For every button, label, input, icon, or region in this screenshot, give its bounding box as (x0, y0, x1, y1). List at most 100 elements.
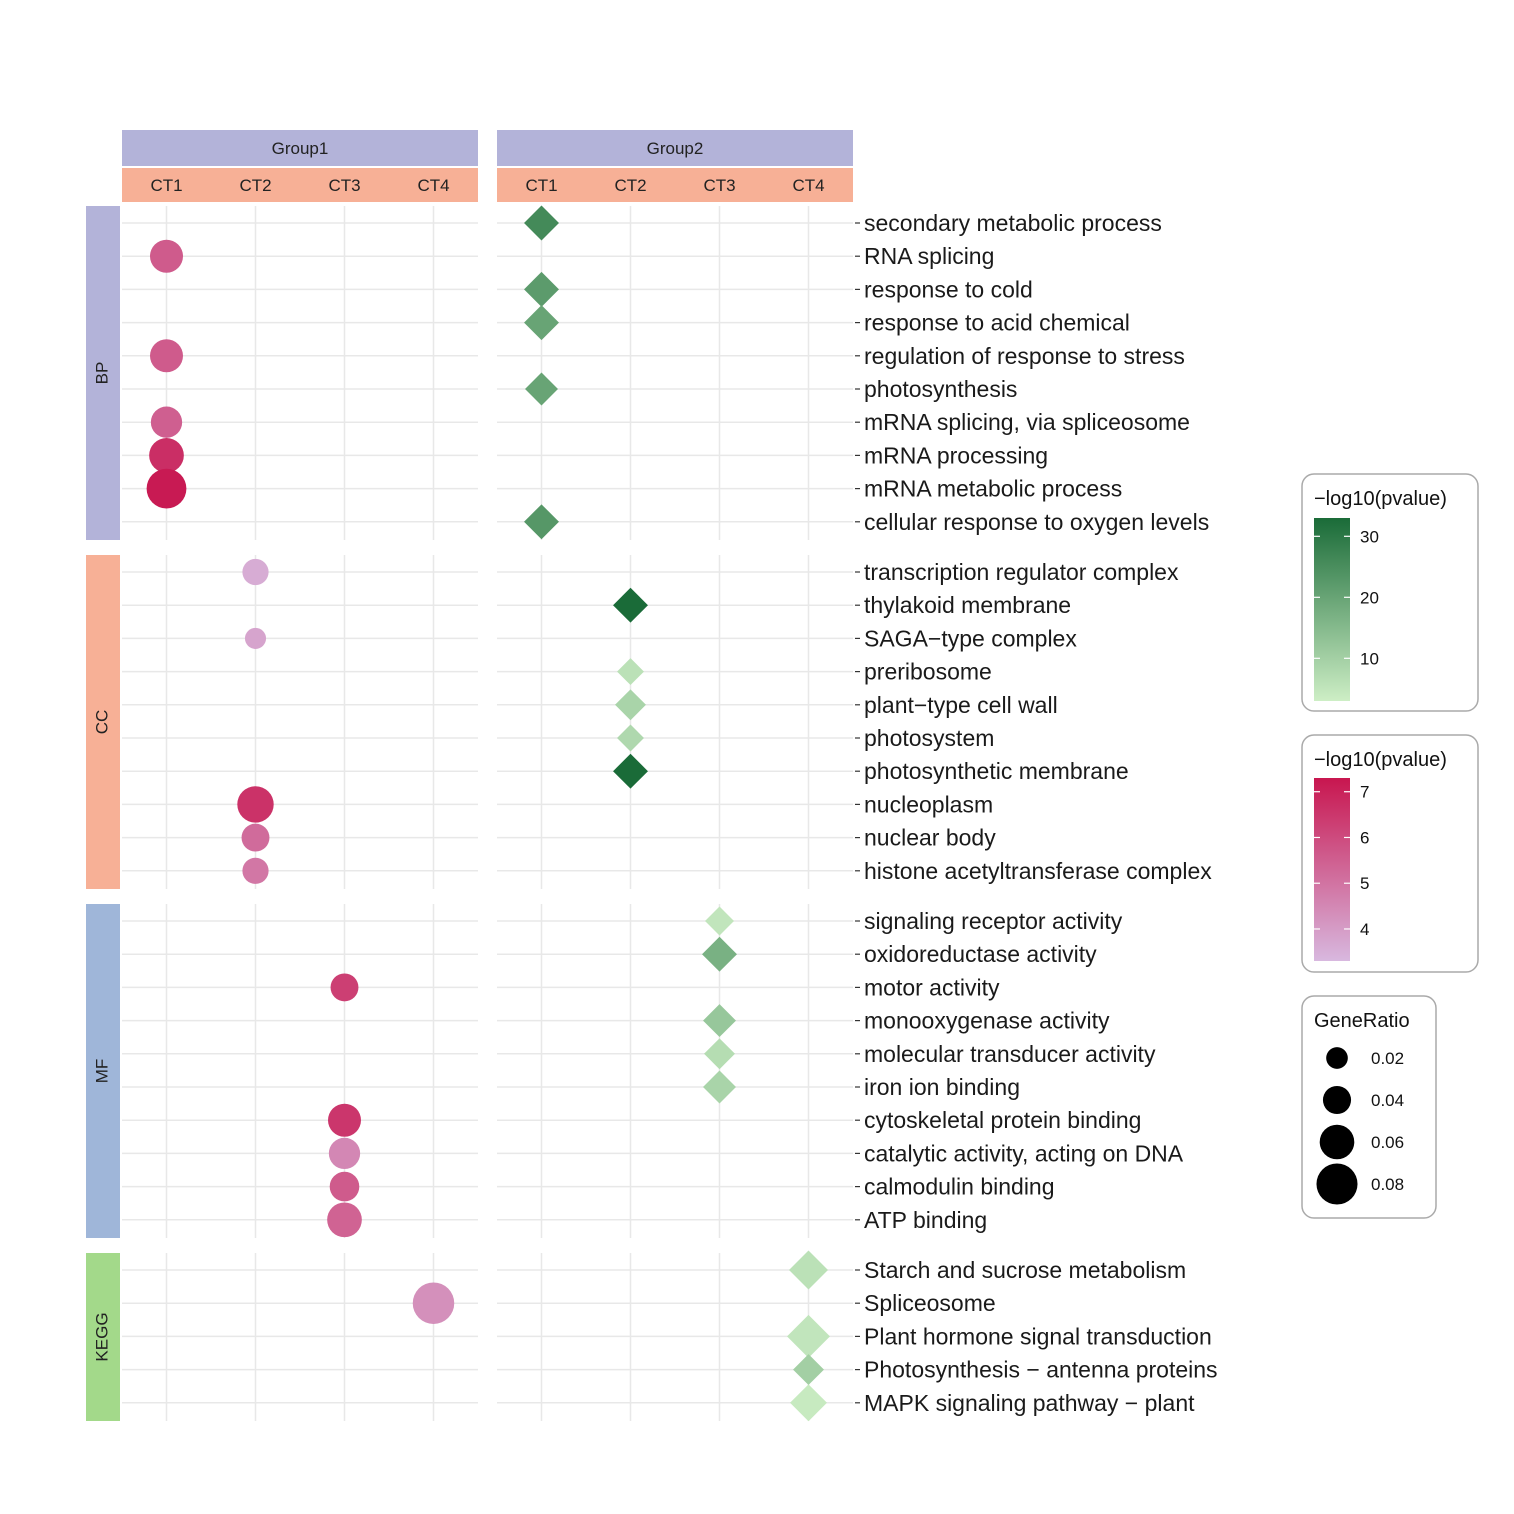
diamond-ct2-photosystem (617, 724, 644, 752)
category-label: CC (92, 710, 111, 735)
legend-title: −log10(pvalue) (1314, 488, 1447, 510)
facet-strips: Group1 CT1 CT2 CT3 CT4 Group2 CT1 CT2 CT3 CT4 BP CC… (86, 130, 853, 1421)
dot-ct2-nucleoplasm (237, 786, 274, 823)
size-key-label: 0.02 (1371, 1049, 1404, 1068)
dot-ct1-mrna-splicing-via-spliceosome (150, 406, 183, 438)
term-label: ATP binding (864, 1207, 987, 1233)
size-key-label: 0.08 (1371, 1175, 1404, 1194)
celltype-label-ct1: CT1 (525, 176, 557, 195)
group-label: Group1 (272, 139, 329, 158)
diamond-ct2-thylakoid-membrane (613, 587, 648, 623)
celltype-label-ct1: CT1 (150, 176, 182, 195)
term-label: catalytic activity, acting on DNA (864, 1140, 1184, 1166)
diamond-ct4-photosynthesis-antenna-proteins (793, 1354, 824, 1386)
dot-ct2-transcription-regulator-complex (242, 558, 269, 586)
data-points (146, 205, 830, 1422)
celltype-strip (497, 168, 853, 202)
colorbar (1314, 518, 1350, 701)
diamond-ct3-iron-ion-binding (703, 1070, 736, 1104)
diamond-ct1-photosynthesis (525, 372, 558, 406)
diamond-ct1-response-to-acid-chemical (524, 305, 559, 341)
category-strip-bp (86, 206, 120, 540)
term-label: signaling receptor activity (864, 908, 1123, 934)
dot-ct3-atp-binding (327, 1202, 362, 1238)
colorbar-tick-label: 7 (1360, 783, 1369, 802)
category-label: KEGG (92, 1312, 111, 1361)
celltype-label-ct2: CT2 (614, 176, 646, 195)
term-label: Spliceosome (864, 1290, 996, 1316)
term-label: molecular transducer activity (864, 1041, 1156, 1067)
term-label: cellular response to oxygen levels (864, 509, 1209, 535)
diamond-ct2-preribosome (617, 658, 644, 686)
size-key-label: 0.04 (1371, 1091, 1404, 1110)
term-label: preribosome (864, 659, 992, 685)
dot-ct1-regulation-of-response-to-stress (150, 339, 183, 373)
group-label: Group2 (647, 139, 704, 158)
term-label: mRNA processing (864, 442, 1048, 468)
diamond-ct1-secondary-metabolic-process (524, 205, 559, 241)
term-label: photosynthesis (864, 376, 1017, 402)
colorbar-tick-label: 6 (1360, 828, 1369, 847)
legends: −log10(pvalue) 10 20 30 −log10(pvalue) 4 5 6 7 Ge… (1301, 473, 1479, 1219)
term-label: regulation of response to stress (864, 343, 1185, 369)
diamond-ct3-signaling-receptor-activity (705, 906, 734, 936)
group-strip-group2 (497, 130, 853, 166)
celltype-label-ct3: CT3 (703, 176, 735, 195)
term-label: secondary metabolic process (864, 210, 1162, 236)
term-label: mRNA splicing, via spliceosome (864, 409, 1190, 435)
dot-ct3-motor-activity (330, 973, 359, 1002)
colorbar (1314, 778, 1350, 961)
size-key-dot (1319, 1124, 1355, 1160)
term-label: thylakoid membrane (864, 592, 1071, 618)
term-label: motor activity (864, 974, 1000, 1000)
diamond-ct3-monooxygenase-activity (703, 1004, 736, 1038)
term-label: photosystem (864, 725, 994, 751)
diamond-ct1-cellular-response-to-oxygen-levels (524, 504, 559, 540)
term-label: histone acetyltransferase complex (864, 858, 1212, 884)
category-strip-cc (86, 555, 120, 889)
colorbar-tick-label: 20 (1360, 588, 1379, 607)
term-label: nuclear body (864, 825, 996, 851)
term-label: response to cold (864, 276, 1033, 302)
diamond-ct2-photosynthetic-membrane (613, 753, 648, 789)
dot-ct4-spliceosome (412, 1282, 455, 1324)
term-label: photosynthetic membrane (864, 758, 1129, 784)
diamond-ct2-plant-type-cell-wall (615, 689, 646, 721)
term-label: iron ion binding (864, 1074, 1020, 1100)
colorbar-tick-label: 5 (1360, 874, 1369, 893)
size-key-dot (1326, 1047, 1348, 1069)
term-label: monooxygenase activity (864, 1008, 1110, 1034)
term-labels: secondary metabolic process RNA splicing r… (855, 210, 1218, 1416)
size-key-label: 0.06 (1371, 1133, 1404, 1152)
group-strip-group1 (122, 130, 478, 166)
term-label: MAPK signaling pathway − plant (864, 1390, 1195, 1416)
dot-ct3-cytoskeletal-protein-binding (328, 1103, 361, 1137)
term-label: mRNA metabolic process (864, 476, 1122, 502)
celltype-label-ct3: CT3 (328, 176, 360, 195)
size-key-dot (1316, 1163, 1358, 1205)
size-key-dot (1322, 1085, 1352, 1115)
diamond-ct1-response-to-cold (524, 271, 559, 307)
colorbar-tick-label: 10 (1360, 649, 1379, 668)
legend-title: GeneRatio (1314, 1010, 1410, 1032)
category-label: MF (92, 1059, 111, 1084)
term-label: response to acid chemical (864, 310, 1130, 336)
term-label: Starch and sucrose metabolism (864, 1257, 1186, 1283)
term-label: RNA splicing (864, 243, 994, 269)
term-label: nucleoplasm (864, 791, 993, 817)
term-label: cytoskeletal protein binding (864, 1107, 1141, 1133)
category-label: BP (92, 362, 111, 385)
dot-ct2-nuclear-body (241, 823, 270, 852)
term-label: Photosynthesis − antenna proteins (864, 1357, 1218, 1383)
legend-title: −log10(pvalue) (1314, 749, 1447, 771)
diamond-ct4-plant-hormone-signal-transduction (787, 1314, 830, 1358)
dot-ct2-histone-acetyltransferase-complex (242, 857, 269, 884)
dot-ct2-saga-type-complex (244, 627, 267, 649)
term-label: transcription regulator complex (864, 559, 1179, 585)
category-strip-mf (86, 904, 120, 1238)
diamond-ct3-molecular-transducer-activity (704, 1038, 735, 1070)
celltype-label-ct4: CT4 (417, 176, 449, 195)
celltype-label-ct4: CT4 (792, 176, 824, 195)
dot-ct1-rna-splicing (150, 239, 183, 273)
